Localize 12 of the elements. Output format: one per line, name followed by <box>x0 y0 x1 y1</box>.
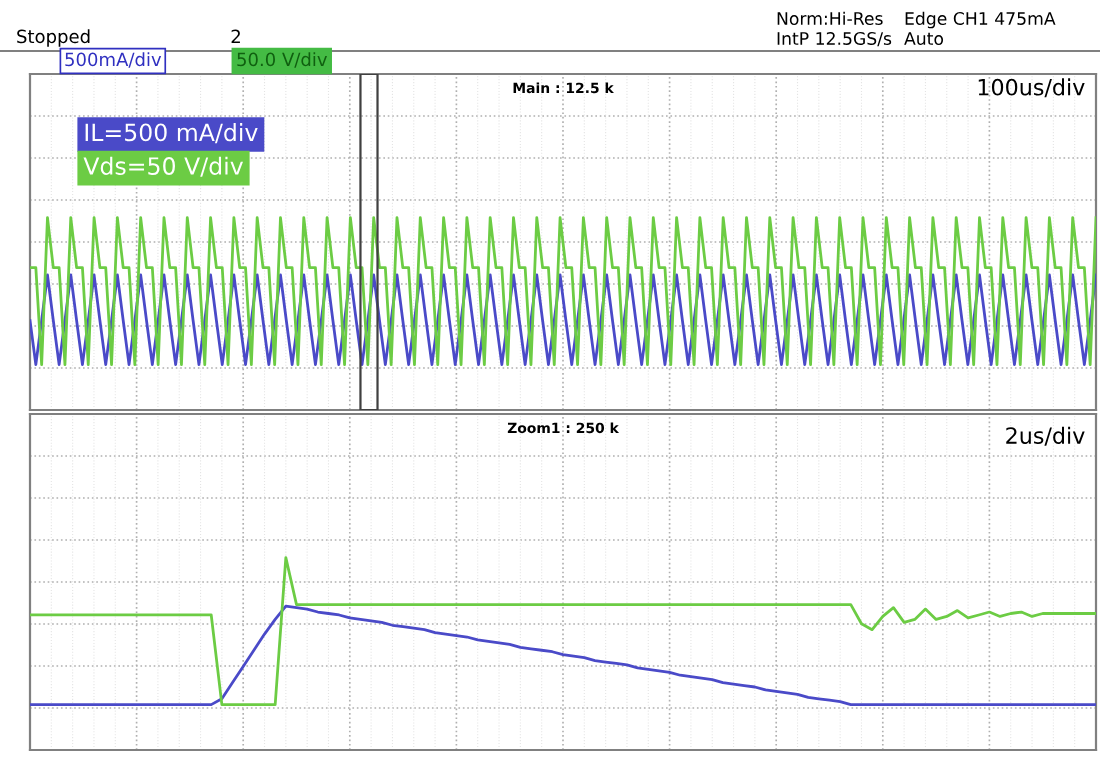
text: 2 <box>231 29 240 43</box>
text: 500mA/div <box>65 52 162 68</box>
text: Auto <box>904 32 944 45</box>
text: IntP 12.5GS/s <box>777 31 892 47</box>
text: 50.0 V/div <box>237 52 327 68</box>
text: 100us/div <box>978 78 1085 98</box>
text: Stopped <box>17 29 90 47</box>
text: Edge CH1 475mA <box>905 11 1056 29</box>
text: IL=500 mA/div <box>85 123 258 144</box>
text: Norm:Hi-Res <box>777 11 883 25</box>
text: 2us/div <box>1006 426 1085 446</box>
series-label: Vds=50 V/div <box>83 156 243 177</box>
